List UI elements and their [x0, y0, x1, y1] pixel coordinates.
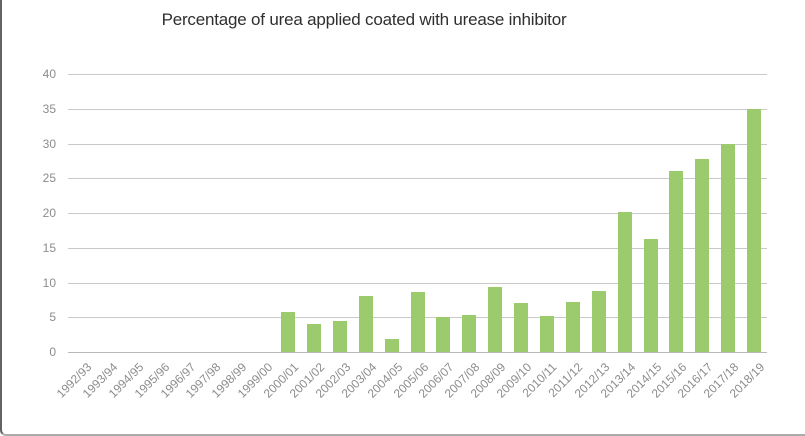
bar	[384, 339, 399, 352]
y-axis-tick-label: 25	[42, 171, 56, 186]
bar	[591, 290, 606, 352]
bar	[514, 303, 529, 352]
y-axis-tick-label: 0	[49, 345, 56, 359]
gridline	[68, 178, 767, 180]
plot-area	[68, 74, 767, 353]
bar	[462, 315, 477, 352]
gridline	[68, 213, 767, 214]
gridline	[68, 108, 767, 110]
y-axis-tick-label: 30	[42, 136, 56, 151]
bar	[565, 301, 580, 352]
y-axis-tick-label: 10	[42, 275, 56, 290]
y-axis-tick-label: 35	[42, 101, 56, 116]
y-axis-tick-label: 40	[42, 67, 56, 81]
x-axis-line	[68, 352, 767, 353]
gridline	[68, 143, 767, 145]
bar	[721, 143, 736, 352]
bar	[617, 211, 632, 352]
x-axis: 1992/93 1993/94 1994/95 1995/96 1996/97 1997/…	[54, 352, 768, 434]
bar	[306, 324, 321, 352]
bar	[332, 320, 347, 352]
bar	[281, 311, 296, 352]
y-axis-tick-label: 15	[42, 240, 56, 255]
y-axis-tick-label: 20	[42, 206, 56, 220]
bar	[358, 295, 373, 352]
bar	[747, 108, 762, 352]
bar	[488, 286, 503, 352]
gridline	[68, 74, 767, 75]
bar	[669, 171, 684, 352]
gridline	[68, 247, 767, 249]
gridline	[68, 282, 767, 284]
chart-title: Percentage of urea applied coated with u…	[161, 10, 567, 29]
y-axis: 0 5 10 15 20 25 30 35 40	[2, 67, 56, 359]
bar	[695, 158, 710, 352]
bar	[643, 239, 658, 352]
y-axis-tick-label: 5	[49, 310, 56, 325]
bar	[410, 291, 425, 352]
bar	[539, 315, 554, 352]
bar	[436, 317, 451, 352]
